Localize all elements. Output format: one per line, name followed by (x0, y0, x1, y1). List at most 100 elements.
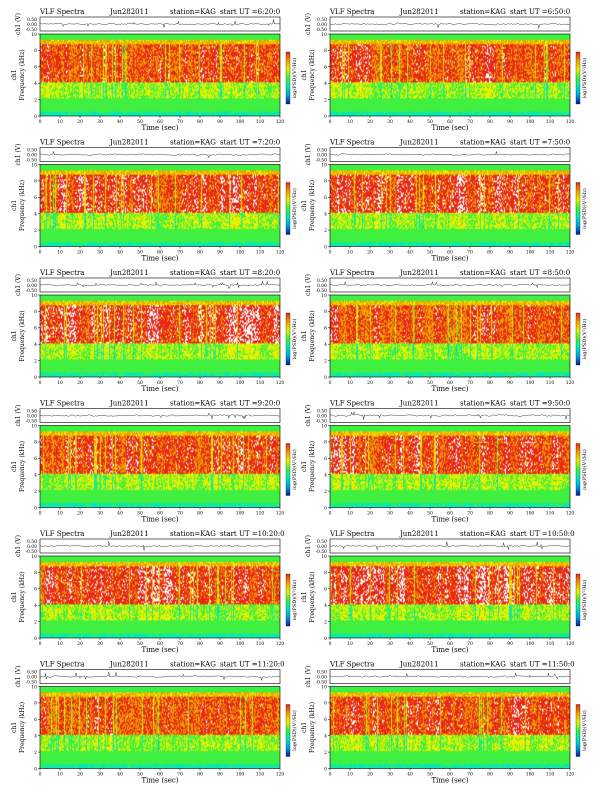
time-tick-label: 10 (347, 250, 353, 256)
freq-ytick: 2 (34, 489, 37, 495)
freq-ytick: 4 (324, 603, 327, 609)
colorbar-label: log(PSD)(V²/Hz) (581, 319, 588, 360)
colorbar-label: log(PSD)(V²/Hz) (291, 710, 298, 751)
time-tick-label: 30 (387, 250, 393, 256)
waveform-ytick: 0.00 (317, 22, 327, 28)
freq-ytick: 0 (324, 766, 327, 772)
spectrogram-image (40, 686, 280, 769)
freq-ytick: 2 (324, 750, 327, 756)
time-tick-label: 70 (467, 119, 473, 125)
freq-ytick: 6 (324, 195, 327, 201)
colorbar (576, 52, 580, 104)
panel-date: Jun282011 (109, 139, 149, 147)
spectrogram-ch-label: ch1 (11, 69, 18, 80)
time-tick-label: 80 (487, 641, 493, 647)
panel-date: Jun282011 (399, 139, 439, 147)
time-tick-label: 60 (447, 119, 453, 125)
time-tick-label: 110 (256, 380, 265, 386)
freq-ytick: 10 (31, 162, 37, 168)
waveform-ytick: 0.00 (27, 22, 37, 28)
waveform-trace (329, 672, 571, 680)
waveform-ylabel: ch1 (V) (305, 405, 312, 427)
time-tick-label: 40 (117, 119, 123, 125)
freq-ytick: 2 (324, 228, 327, 234)
freq-ytick: 8 (34, 179, 37, 185)
panel-station: station=KAG (460, 139, 506, 147)
time-tick-label: 90 (217, 119, 223, 125)
time-tick-label: 10 (347, 119, 353, 125)
waveform-ytick: 0.00 (317, 413, 327, 419)
time-tick-label: 50 (427, 772, 433, 778)
time-tick-label: 90 (507, 250, 513, 256)
freq-ytick: 4 (34, 212, 37, 218)
time-tick-label: 90 (507, 380, 513, 386)
time-tick-label: 80 (487, 380, 493, 386)
freq-ytick: 10 (321, 684, 327, 690)
spectrogram-ch-label: ch1 (301, 69, 308, 80)
time-tick-label: 110 (546, 511, 555, 517)
freq-ytick: 0 (34, 114, 37, 120)
panel-title: VLF Spectra (39, 269, 84, 277)
time-tick-label: 10 (57, 772, 63, 778)
time-tick-label: 50 (137, 772, 143, 778)
freq-ytick: 2 (34, 750, 37, 756)
waveform-ytick: -0.50 (315, 679, 327, 685)
freq-ytick: 4 (34, 81, 37, 87)
spectrogram-image (40, 164, 280, 247)
time-tick-label: 120 (276, 641, 285, 647)
freq-ytick: 2 (34, 97, 37, 103)
waveform-ytick: -0.50 (25, 288, 37, 294)
panel-start-ut: start UT =8:20:0 (220, 269, 280, 277)
waveform-ylabel: ch1 (V) (305, 274, 312, 296)
waveform-ylabel: ch1 (V) (305, 535, 312, 557)
colorbar-label: log(PSD)(V²/Hz) (291, 449, 298, 490)
panel-date: Jun282011 (399, 8, 439, 16)
freq-ytick: 2 (34, 228, 37, 234)
freq-ytick: 8 (324, 309, 327, 315)
time-tick-label: 60 (447, 772, 453, 778)
panel-start-ut: start UT =9:20:0 (220, 400, 280, 408)
time-tick-label: 20 (77, 250, 83, 256)
spectrogram-ylabel: Frequency (kHz) (19, 310, 26, 361)
waveform-ylabel: ch1 (V) (15, 535, 22, 557)
waveform-ytick: 0.00 (27, 413, 37, 419)
waveform-ytick: -0.50 (315, 418, 327, 424)
waveform-ylabel: ch1 (V) (15, 13, 22, 35)
panel-start-ut: start UT =6:20:0 (220, 8, 280, 16)
panel-start-ut: start UT =11:50:0 (510, 661, 575, 669)
freq-ytick: 8 (34, 701, 37, 707)
waveform-frame (39, 277, 281, 293)
panel-station: station=KAG (170, 661, 216, 669)
time-tick-label: 110 (546, 119, 555, 125)
freq-ytick: 8 (34, 309, 37, 315)
waveform-ylabel: ch1 (V) (15, 274, 22, 296)
spectrogram-ylabel: Frequency (kHz) (309, 441, 316, 492)
colorbar-frame (575, 704, 581, 757)
time-tick-label: 0 (39, 250, 42, 256)
time-tick-label: 40 (407, 772, 413, 778)
colorbar-frame (285, 443, 291, 496)
time-tick-label: 20 (77, 772, 83, 778)
time-tick-label: 110 (256, 119, 265, 125)
colorbar (576, 443, 580, 496)
spectrogram-ylabel: Frequency (kHz) (19, 702, 26, 753)
panel-title: VLF Spectra (329, 661, 374, 669)
waveform-ytick: -0.50 (25, 418, 37, 424)
panel-date: Jun282011 (109, 269, 149, 277)
waveform-ytick: 0.50 (317, 408, 327, 414)
freq-ytick: 8 (324, 701, 327, 707)
time-axis-label: Time (sec) (431, 124, 468, 132)
colorbar-frame (285, 312, 291, 366)
waveform-ytick: 0.00 (317, 674, 327, 680)
colorbar-label: log(PSD)(V²/Hz) (581, 58, 588, 99)
spectrogram-ylabel: Frequency (kHz) (309, 702, 316, 753)
time-tick-label: 20 (367, 641, 373, 647)
waveform-ytick: -0.50 (315, 157, 327, 163)
panel-12: VLF Spectra Jun282011 station=KAG start UT … (301, 661, 588, 785)
time-axis-label: Time (sec) (141, 124, 178, 132)
time-tick-label: 80 (197, 250, 203, 256)
freq-ytick: 4 (324, 81, 327, 87)
colorbar-frame (285, 704, 291, 757)
freq-ytick: 6 (324, 456, 327, 462)
